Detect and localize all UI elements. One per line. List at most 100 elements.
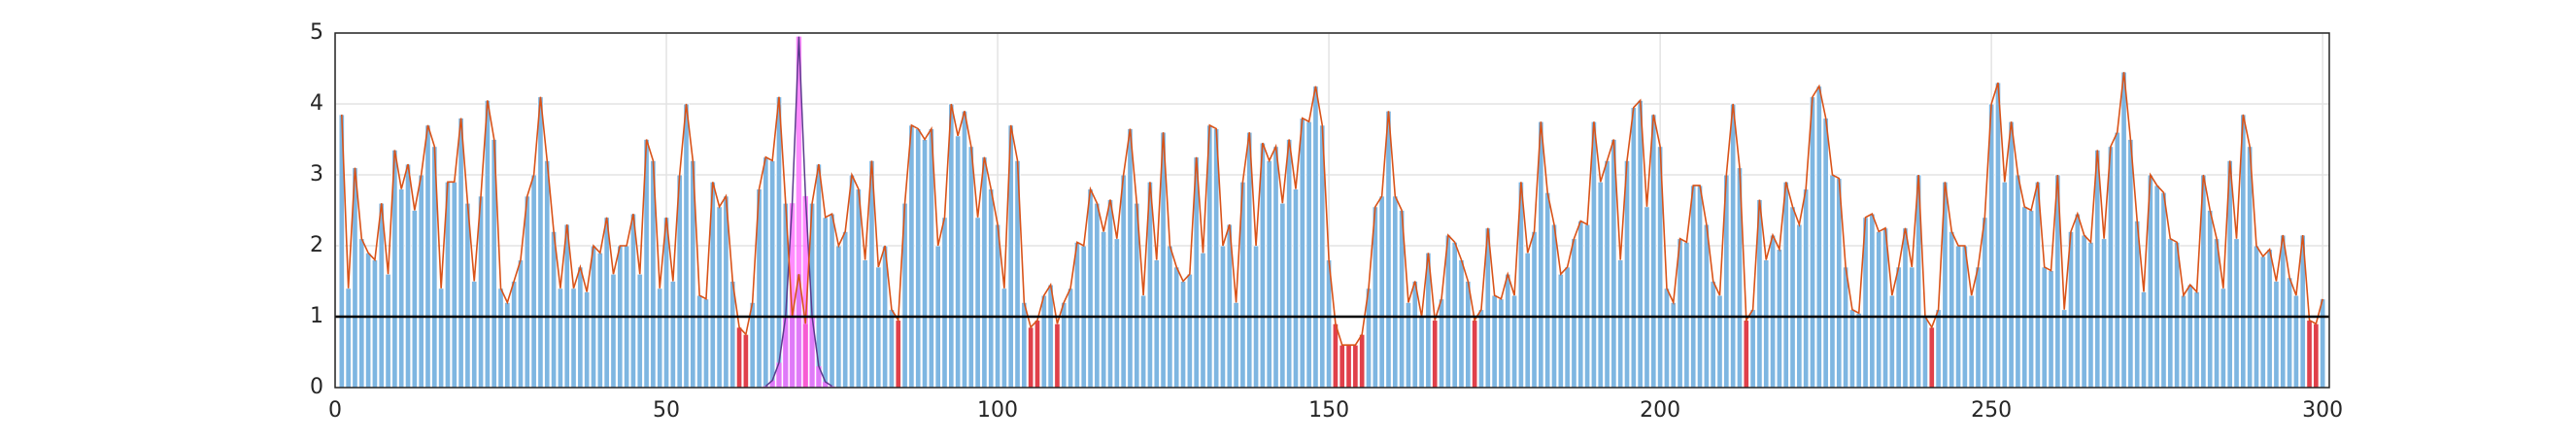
bar <box>829 213 835 389</box>
bar <box>1869 213 1876 389</box>
bar <box>1583 223 1591 389</box>
bar <box>716 206 723 389</box>
bar <box>1279 202 1286 389</box>
bar <box>1617 259 1624 389</box>
bar <box>888 309 896 389</box>
bar <box>1763 259 1770 389</box>
bar <box>1928 326 1935 389</box>
bar <box>683 103 690 389</box>
bar <box>1411 281 1418 389</box>
bar <box>2292 294 2300 389</box>
bar <box>875 266 882 389</box>
x-tick-label: 0 <box>328 398 342 423</box>
bar <box>696 294 703 389</box>
bar <box>2153 185 2160 389</box>
bar <box>1749 309 1756 389</box>
bar <box>1650 114 1657 389</box>
bar <box>1339 344 1345 389</box>
bar <box>1392 195 1399 389</box>
bar <box>1127 128 1134 389</box>
bar <box>1975 266 1982 389</box>
bar <box>1564 266 1571 389</box>
bar <box>1597 181 1604 389</box>
peak-bar <box>822 382 829 388</box>
y-tick-label: 2 <box>310 233 323 257</box>
bar <box>364 252 372 389</box>
bar <box>1472 320 1478 389</box>
peak-bar <box>789 203 796 388</box>
bar <box>1061 301 1068 389</box>
bar <box>629 213 637 389</box>
axes-box <box>334 32 2330 389</box>
x-tick-label: 200 <box>1640 398 1680 423</box>
bar <box>418 174 424 389</box>
bar <box>1829 174 1836 389</box>
bar <box>1888 294 1895 389</box>
bar <box>424 124 431 389</box>
bar <box>1465 281 1472 389</box>
bar <box>1073 241 1081 389</box>
bar <box>1822 118 1829 389</box>
bar <box>438 288 445 389</box>
bar <box>2127 139 2134 389</box>
bar <box>2193 291 2200 389</box>
bar <box>1458 259 1465 389</box>
bar <box>2233 238 2240 389</box>
bar <box>2259 255 2266 389</box>
bar <box>1524 252 1531 389</box>
bar <box>742 333 750 389</box>
bar <box>524 195 530 389</box>
bar <box>2273 281 2280 389</box>
bar <box>763 156 769 389</box>
bar <box>1696 185 1704 389</box>
peak-bar <box>816 366 822 388</box>
bar <box>1305 120 1312 389</box>
bar <box>988 188 995 389</box>
bar <box>1312 85 1319 389</box>
bar <box>1378 195 1385 389</box>
bar <box>1982 217 1988 389</box>
bar <box>2207 210 2214 389</box>
bar <box>1000 288 1008 389</box>
bar <box>1359 333 1366 389</box>
bar <box>398 188 405 389</box>
bar <box>2015 174 2021 389</box>
bar <box>1332 322 1339 389</box>
bar <box>1432 320 1439 389</box>
bar <box>1895 266 1902 389</box>
bar <box>1299 118 1305 389</box>
bar <box>544 159 551 389</box>
bar <box>570 288 577 389</box>
bar <box>669 281 676 389</box>
y-tick-label: 4 <box>310 91 323 116</box>
bar <box>484 99 491 389</box>
bar <box>1531 230 1538 389</box>
bar <box>1644 206 1650 389</box>
bar <box>451 181 458 389</box>
bar <box>908 124 915 389</box>
bar <box>1557 273 1564 389</box>
peak-bar <box>802 195 808 388</box>
bar <box>411 210 418 389</box>
bar <box>2173 241 2181 389</box>
bar <box>1200 252 1206 389</box>
bar <box>749 301 756 389</box>
bar <box>1803 188 1810 389</box>
x-tick-label: 300 <box>2302 398 2343 423</box>
bar <box>1703 223 1710 389</box>
bar <box>1266 159 1272 389</box>
bar <box>2280 234 2287 389</box>
y-tick-label: 0 <box>310 375 323 399</box>
bar <box>1909 266 1915 389</box>
bar <box>1690 185 1697 389</box>
bar <box>967 146 974 389</box>
bar <box>1510 294 1518 389</box>
bar <box>1789 206 1796 389</box>
bar <box>2186 284 2193 389</box>
bar <box>2120 71 2127 389</box>
bar <box>769 159 776 389</box>
bar <box>955 135 962 389</box>
bar <box>1809 96 1816 389</box>
bar <box>1101 230 1107 389</box>
bar <box>2081 234 2087 389</box>
